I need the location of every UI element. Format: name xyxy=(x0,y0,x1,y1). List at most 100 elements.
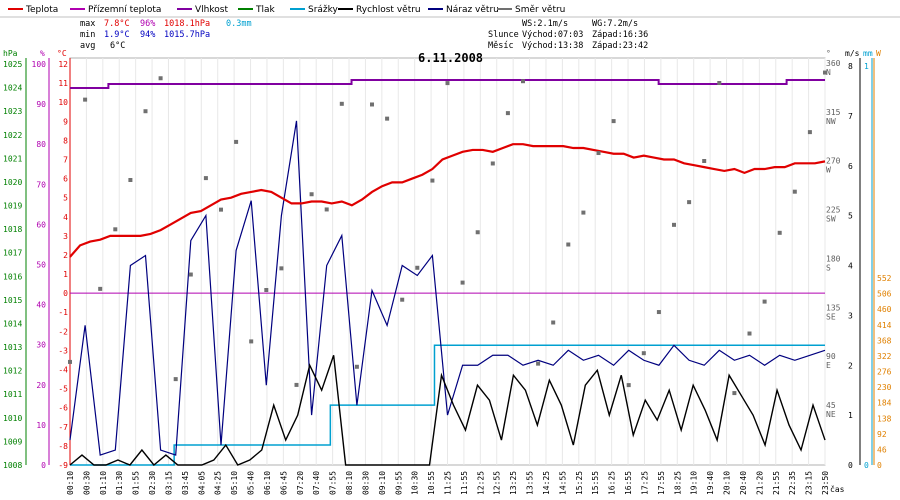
info-block: WS:2.1m/s WG:7.2m/s Slunce Východ:07:03 … xyxy=(488,19,648,51)
chart-title: 6.11.2008 xyxy=(418,51,483,65)
tick-label: 30 xyxy=(36,341,46,350)
wind-direction-point xyxy=(687,200,692,205)
moon-rise: Východ:13:38 xyxy=(522,41,583,51)
x-tick-label: 07:55 xyxy=(329,471,338,495)
wind-direction-point xyxy=(339,101,344,106)
w-tick: 138 xyxy=(877,414,892,423)
tick-label: 11 xyxy=(58,79,68,88)
ms-tick: 5 xyxy=(848,212,853,221)
ms-tick: 0 xyxy=(848,461,853,470)
x-tick-label: 15:25 xyxy=(575,471,584,495)
dir-tick-deg: 135 xyxy=(826,303,841,312)
wind-direction-point xyxy=(777,230,782,235)
x-tick-label: 01:30 xyxy=(115,471,124,495)
tick-label: 10 xyxy=(58,98,68,107)
dir-tick-deg: 315 xyxy=(826,108,841,117)
tick-label: 80 xyxy=(36,140,46,149)
wind-direction-point xyxy=(611,119,616,124)
legend-label: Rychlost větru xyxy=(356,5,421,15)
tick-label: 1024 xyxy=(3,84,22,93)
x-tick-label: 15:55 xyxy=(591,471,600,495)
tick-label: 1008 xyxy=(3,461,22,470)
moon-set: Západ:23:42 xyxy=(592,41,648,51)
x-tick-label: 17:55 xyxy=(657,471,666,495)
x-tick-label: 19:10 xyxy=(690,471,699,495)
degc-axis-label: °C xyxy=(57,49,67,58)
sun-rise: Východ:07:03 xyxy=(522,30,583,40)
w-axis-label: W xyxy=(876,49,881,58)
w-tick: 230 xyxy=(877,383,892,392)
x-tick-label: 23:50 xyxy=(821,471,830,495)
tick-label: -7 xyxy=(58,423,68,432)
w-tick: 0 xyxy=(877,461,882,470)
x-tick-label: 08:10 xyxy=(345,471,354,495)
tick-label: 60 xyxy=(36,220,46,229)
ms-tick: 2 xyxy=(848,361,853,370)
dir-tick-deg: 270 xyxy=(826,157,841,166)
humidity-line xyxy=(70,79,825,90)
dir-tick-name: W xyxy=(826,166,831,175)
wind-direction-point xyxy=(143,109,148,114)
legend-item: Rychlost větru xyxy=(338,5,421,15)
x-tick-label: 09:55 xyxy=(394,471,403,495)
wind-direction-point xyxy=(415,265,420,270)
x-tick-label: 07:40 xyxy=(312,471,321,495)
wind-direction-point xyxy=(551,320,556,325)
x-tick-label: 01:55 xyxy=(132,471,141,495)
ms-axis-label: m/s xyxy=(845,49,860,58)
dir-tick-name: SE xyxy=(826,312,836,321)
wind-direction-point xyxy=(732,391,737,396)
w-tick: 92 xyxy=(877,430,887,439)
ms-tick: 1 xyxy=(848,411,853,420)
dir-tick-deg: 180 xyxy=(826,254,841,263)
wind-speed-line xyxy=(69,355,826,466)
wind-direction-point xyxy=(400,297,405,302)
tick-label: 9 xyxy=(63,117,68,126)
wind-direction-point xyxy=(641,351,646,356)
wind-direction-point xyxy=(460,280,465,285)
wind-direction-point xyxy=(279,266,284,271)
stats-max-hum: 96% xyxy=(140,19,155,29)
tick-label: 7 xyxy=(63,155,68,164)
w-tick: 46 xyxy=(877,445,887,454)
tick-label: 12 xyxy=(58,60,68,69)
dir-tick-deg: 225 xyxy=(826,206,841,215)
legend-label: Srážky xyxy=(308,5,339,15)
tick-label: 90 xyxy=(36,100,46,109)
x-tick-label: 18:25 xyxy=(673,471,682,495)
tick-label: 2 xyxy=(63,251,68,260)
wind-direction-point xyxy=(656,310,661,315)
wind-direction-point xyxy=(536,361,541,366)
wind-direction-point xyxy=(702,159,707,163)
legend-label: Vlhkost xyxy=(195,5,228,15)
legend-item: Teplota xyxy=(8,5,58,15)
ms-tick: 8 xyxy=(848,62,853,71)
stats-max-temp: 7.8°C xyxy=(104,19,130,29)
wind-direction-point xyxy=(430,178,435,183)
dir-tick-name: SW xyxy=(826,215,836,224)
stats-max-label: max xyxy=(80,19,95,29)
x-tick-label: 20:10 xyxy=(723,471,732,495)
tick-label: 1016 xyxy=(3,272,22,281)
x-tick-label: 16:25 xyxy=(608,471,617,495)
tick-label: 100 xyxy=(32,60,47,69)
x-tick-label: 14:25 xyxy=(542,471,551,495)
tick-label: 0 xyxy=(63,289,68,298)
tick-label: 6 xyxy=(63,175,68,184)
tick-label: -4 xyxy=(58,366,68,375)
tick-label: 70 xyxy=(36,180,46,189)
wind-direction-point xyxy=(762,299,767,304)
wind-direction-point xyxy=(792,189,797,194)
wind-direction-point xyxy=(113,227,118,232)
tick-label: 1011 xyxy=(3,390,22,399)
tick-label: 1013 xyxy=(3,343,22,352)
wind-direction-point xyxy=(264,288,269,293)
x-tick-label: 22:35 xyxy=(788,471,797,495)
wind-direction-point xyxy=(521,79,525,84)
x-tick-label: 05:40 xyxy=(247,471,256,495)
x-tick-label: 13:25 xyxy=(509,471,518,495)
x-tick-label: 08:30 xyxy=(361,471,370,495)
ms-tick: 3 xyxy=(848,311,853,320)
